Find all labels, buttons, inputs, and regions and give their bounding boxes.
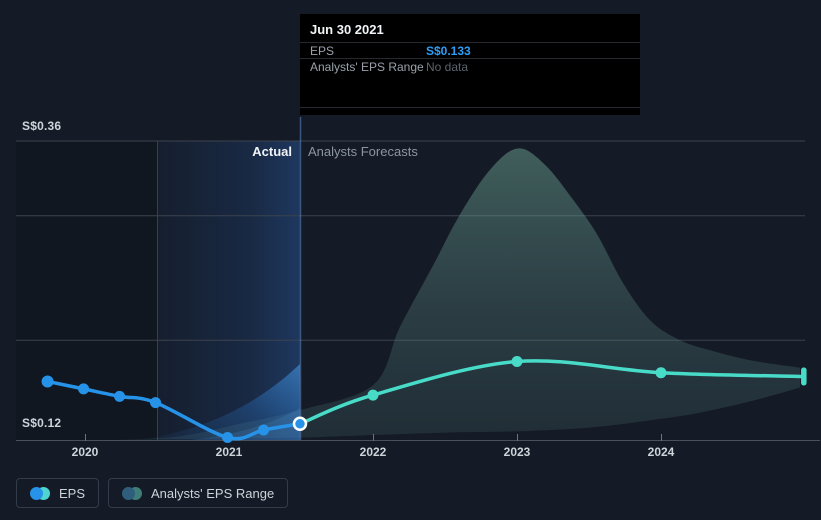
eps-forecast-point[interactable] [368, 390, 379, 401]
tooltip-row-range: Analysts' EPS Range No data [300, 59, 640, 75]
legend-range-label: Analysts' EPS Range [151, 486, 274, 501]
legend: EPS Analysts' EPS Range [16, 478, 288, 508]
tooltip-footer-divider [300, 107, 640, 108]
tooltip-range-value: No data [426, 60, 468, 74]
eps-forecast-chart-panel: S$0.36 S$0.12 2020 2021 2022 2023 2024 Actua… [0, 0, 821, 520]
x-axis-label: 2024 [639, 445, 683, 459]
x-axis [16, 434, 820, 441]
selected-point[interactable] [294, 418, 306, 430]
eps-actual-point[interactable] [78, 383, 89, 394]
actual-zone-label: Actual [252, 144, 292, 159]
legend-eps-toggle[interactable]: EPS [16, 478, 99, 508]
legend-eps-label: EPS [59, 486, 85, 501]
hover-tooltip: Jun 30 2021 EPS S$0.133 Analysts' EPS Ra… [300, 14, 640, 115]
eps-actual-point[interactable] [222, 432, 233, 443]
y-axis-label-max: S$0.36 [22, 119, 61, 133]
x-axis-label: 2020 [63, 445, 107, 459]
legend-range-toggle[interactable]: Analysts' EPS Range [108, 478, 288, 508]
tooltip-eps-value: S$0.133 [426, 44, 471, 58]
eps-series-icon [30, 487, 50, 500]
eps-forecast-point[interactable] [656, 367, 667, 378]
x-axis-label: 2023 [495, 445, 539, 459]
analysts-range-series-icon [122, 487, 142, 500]
eps-actual-point[interactable] [42, 375, 54, 387]
tooltip-range-label: Analysts' EPS Range [310, 60, 426, 74]
eps-forecast-point[interactable] [512, 356, 523, 367]
tooltip-row-eps: EPS S$0.133 [300, 43, 640, 59]
tooltip-eps-label: EPS [310, 44, 426, 58]
eps-actual-point[interactable] [258, 425, 269, 436]
eps-actual-point[interactable] [150, 397, 161, 408]
analysts-eps-range-area [115, 148, 800, 440]
x-axis-label: 2021 [207, 445, 251, 459]
forecast-zone-label: Analysts Forecasts [308, 144, 418, 159]
x-axis-label: 2022 [351, 445, 395, 459]
eps-actual-point[interactable] [114, 391, 125, 402]
y-axis-label-min: S$0.12 [22, 416, 61, 430]
forecast-endpoint-cap [801, 367, 807, 385]
tooltip-date: Jun 30 2021 [300, 14, 640, 43]
